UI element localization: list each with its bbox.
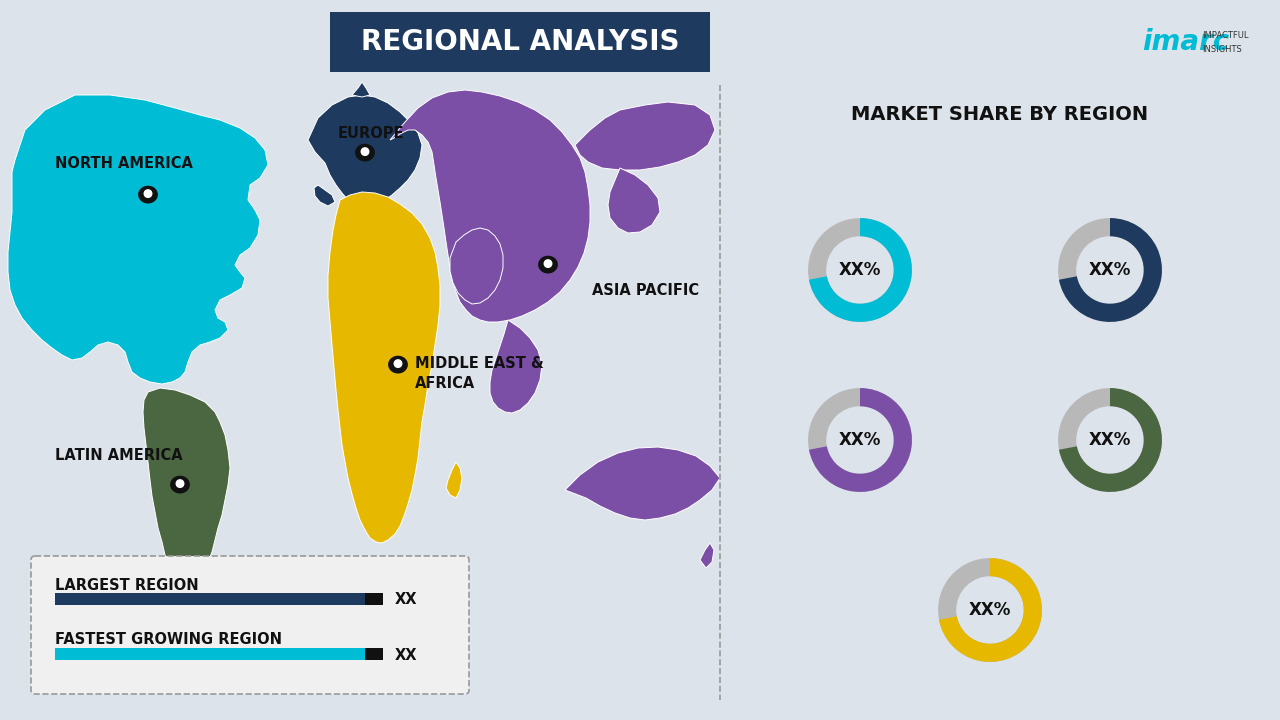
Polygon shape [328,192,440,543]
Polygon shape [390,90,590,322]
Text: imarc: imarc [1142,28,1229,56]
Polygon shape [608,168,660,233]
Polygon shape [700,543,714,568]
Wedge shape [1059,388,1162,492]
Circle shape [361,148,369,156]
Text: REGIONAL ANALYSIS: REGIONAL ANALYSIS [361,28,680,56]
Polygon shape [170,476,189,500]
Circle shape [177,480,184,487]
Wedge shape [808,388,911,492]
FancyBboxPatch shape [55,593,365,605]
Text: XX%: XX% [969,601,1011,619]
Text: ASIA PACIFIC: ASIA PACIFIC [591,283,699,298]
Text: IMPACTFUL: IMPACTFUL [1202,30,1248,40]
Text: LATIN AMERICA: LATIN AMERICA [55,448,183,463]
Polygon shape [143,388,230,578]
Text: XX%: XX% [838,431,881,449]
FancyBboxPatch shape [31,556,468,694]
Text: NORTH AMERICA: NORTH AMERICA [55,156,193,171]
Circle shape [544,260,552,267]
Text: MIDDLE EAST &
AFRICA: MIDDLE EAST & AFRICA [415,356,544,391]
FancyBboxPatch shape [55,648,365,660]
Text: EUROPE: EUROPE [338,126,404,141]
Wedge shape [1059,218,1162,322]
Text: XX%: XX% [1089,431,1132,449]
Polygon shape [352,82,370,97]
Polygon shape [355,144,375,168]
Polygon shape [490,320,541,413]
Polygon shape [445,462,462,498]
Polygon shape [8,95,268,384]
Polygon shape [314,185,335,206]
Wedge shape [809,218,911,322]
Polygon shape [451,228,503,304]
FancyBboxPatch shape [365,593,383,605]
Polygon shape [138,186,157,210]
Wedge shape [1059,218,1162,322]
Polygon shape [388,356,408,380]
Wedge shape [808,218,911,322]
Polygon shape [564,447,719,520]
Wedge shape [938,558,1042,662]
Polygon shape [538,256,558,280]
Text: XX: XX [396,593,417,608]
Circle shape [394,360,402,367]
Text: MARKET SHARE BY REGION: MARKET SHARE BY REGION [851,106,1148,125]
Text: FASTEST GROWING REGION: FASTEST GROWING REGION [55,632,282,647]
Circle shape [145,190,152,197]
Wedge shape [940,558,1042,662]
Text: XX%: XX% [1089,261,1132,279]
Text: XX: XX [396,647,417,662]
Text: XX%: XX% [838,261,881,279]
Wedge shape [809,388,911,492]
Text: LARGEST REGION: LARGEST REGION [55,577,198,593]
Polygon shape [308,95,422,208]
Text: INSIGHTS: INSIGHTS [1202,45,1242,55]
FancyBboxPatch shape [365,648,383,660]
Wedge shape [1059,388,1162,492]
FancyBboxPatch shape [330,12,710,72]
Polygon shape [575,102,716,170]
